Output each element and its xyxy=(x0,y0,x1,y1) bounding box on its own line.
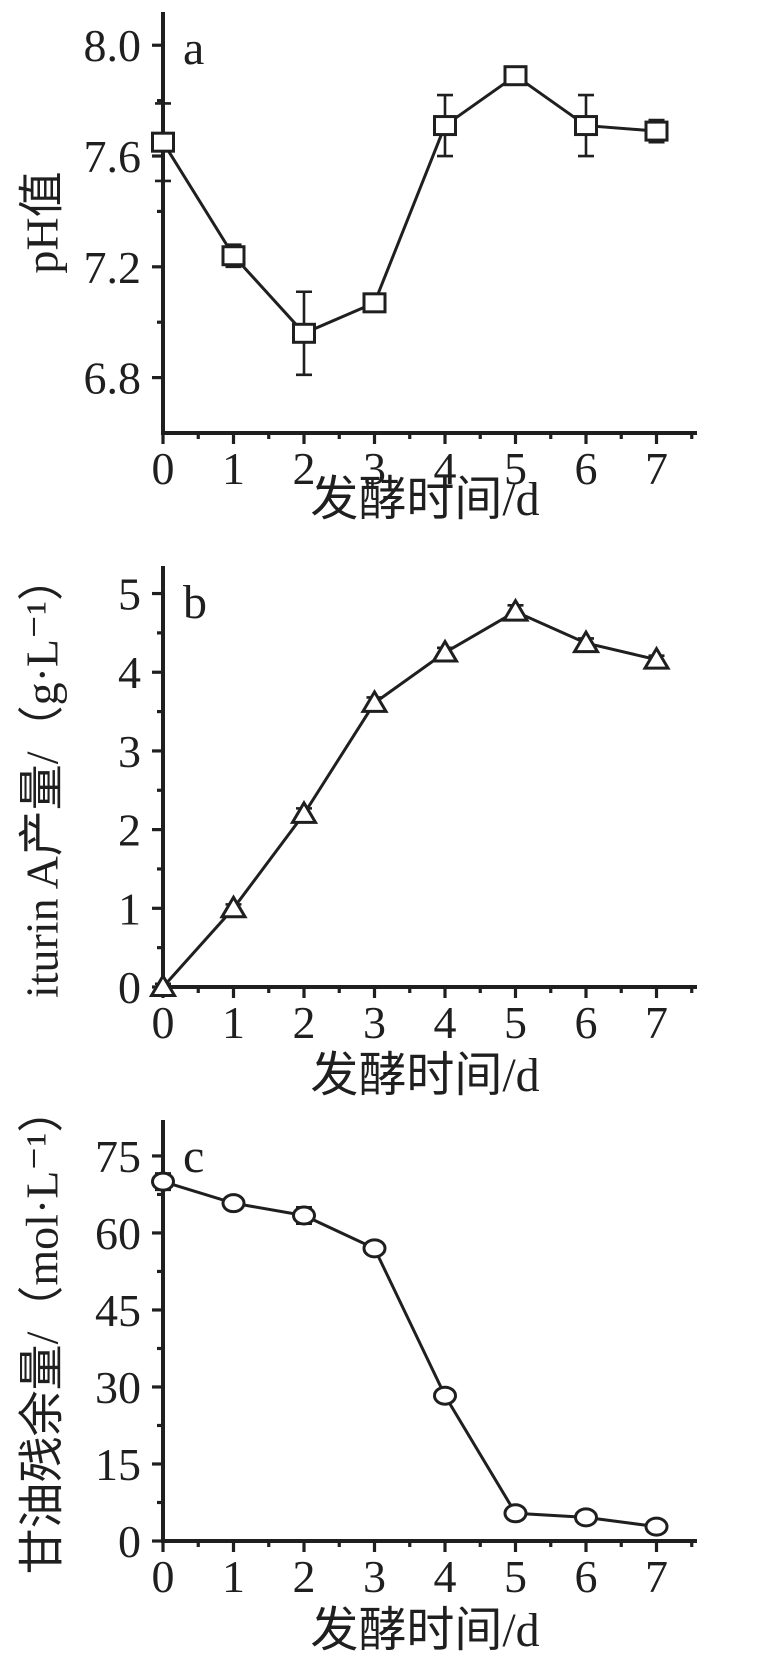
data-point-triangle-marker xyxy=(430,638,460,663)
x-tick-label: 1 xyxy=(222,443,245,494)
data-point-square-marker xyxy=(644,120,669,142)
data-point-circle-marker xyxy=(221,1193,246,1214)
y-tick-label: 3 xyxy=(118,726,141,777)
y-tick-label: 8.0 xyxy=(84,20,142,71)
y-tick-label: 0 xyxy=(118,1516,141,1567)
data-point-triangle-marker xyxy=(501,597,530,622)
x-tick-label: 7 xyxy=(645,1551,668,1602)
x-axis-label: 发酵时间/d xyxy=(310,473,539,526)
y-tick-label: 30 xyxy=(95,1362,141,1413)
data-point-square-marker xyxy=(362,292,387,314)
x-tick-label: 6 xyxy=(575,1551,598,1602)
y-tick-label: 1 xyxy=(118,883,141,934)
y-tick-label: 7.6 xyxy=(84,131,142,182)
axis-lines xyxy=(161,566,697,989)
axis-lines xyxy=(161,12,697,435)
y-tick-label: 60 xyxy=(95,1208,141,1259)
data-point-triangle-marker xyxy=(148,973,178,997)
x-tick-label: 2 xyxy=(293,443,316,494)
x-tick-label: 0 xyxy=(152,443,175,494)
data-point-circle-marker xyxy=(574,1507,598,1528)
panel-letter: c xyxy=(183,1130,204,1183)
x-axis-label: 发酵时间/d xyxy=(310,1604,539,1657)
data-point-circle-marker xyxy=(362,1238,387,1259)
x-tick-label: 5 xyxy=(504,997,527,1048)
data-point-triangle-marker xyxy=(571,629,601,654)
y-tick-label: 5 xyxy=(118,569,141,620)
y-tick-label: 75 xyxy=(95,1131,141,1182)
data-series-line xyxy=(161,73,657,336)
y-tick-label: 15 xyxy=(95,1439,141,1490)
x-tick-label: 6 xyxy=(575,443,598,494)
y-axis-label: pH值 xyxy=(17,171,68,273)
x-tick-label: 5 xyxy=(504,1551,527,1602)
x-tick-label: 4 xyxy=(434,1551,457,1602)
data-point-square-marker xyxy=(292,322,316,344)
data-point-circle-marker xyxy=(503,1503,528,1524)
x-tick-label: 3 xyxy=(363,443,386,494)
y-tick-label: 2 xyxy=(118,805,141,856)
y-tick-label: 0 xyxy=(118,962,141,1013)
y-tick-label: 7.2 xyxy=(84,242,142,293)
x-tick-label: 0 xyxy=(152,1551,175,1602)
x-tick-label: 3 xyxy=(363,997,386,1048)
x-tick-label: 2 xyxy=(293,997,316,1048)
axis-lines xyxy=(161,1120,697,1543)
x-tick-label: 4 xyxy=(434,443,457,494)
data-point-triangle-marker xyxy=(642,645,671,670)
y-tick-label: 4 xyxy=(118,647,141,698)
x-tick-label: 2 xyxy=(293,1551,316,1602)
y-tick-label: 45 xyxy=(95,1285,141,1336)
x-tick-label: 7 xyxy=(645,443,668,494)
panel-letter: b xyxy=(183,576,207,629)
x-tick-label: 6 xyxy=(575,997,598,1048)
data-point-circle-marker xyxy=(151,1171,175,1192)
x-tick-label: 3 xyxy=(363,1551,386,1602)
panel-letter: a xyxy=(183,22,204,75)
data-point-circle-marker xyxy=(433,1385,457,1406)
data-point-square-marker xyxy=(151,131,175,153)
data-point-triangle-marker xyxy=(219,894,248,919)
y-axis-label: 甘油残余量/（mol·L⁻¹） xyxy=(17,1108,68,1574)
data-point-triangle-marker xyxy=(289,799,319,824)
data-point-circle-marker xyxy=(644,1516,669,1537)
x-tick-label: 7 xyxy=(645,997,668,1048)
data-series-line xyxy=(162,1180,657,1529)
x-tick-label: 0 xyxy=(152,997,175,1048)
y-axis-label: iturin A产量/（g·L⁻¹） xyxy=(17,555,68,998)
x-tick-label: 5 xyxy=(504,443,527,494)
x-tick-label: 4 xyxy=(434,997,457,1048)
x-tick-label: 1 xyxy=(222,997,245,1048)
x-axis-label: 发酵时间/d xyxy=(310,1049,539,1102)
data-series-line xyxy=(161,609,657,989)
data-point-square-marker xyxy=(574,115,598,137)
y-tick-label: 6.8 xyxy=(84,353,142,404)
data-point-square-marker xyxy=(503,65,528,87)
data-point-square-marker xyxy=(433,115,457,137)
data-point-square-marker xyxy=(221,245,246,267)
data-point-circle-marker xyxy=(292,1205,316,1226)
data-point-triangle-marker xyxy=(360,688,389,713)
x-tick-label: 1 xyxy=(222,1551,245,1602)
